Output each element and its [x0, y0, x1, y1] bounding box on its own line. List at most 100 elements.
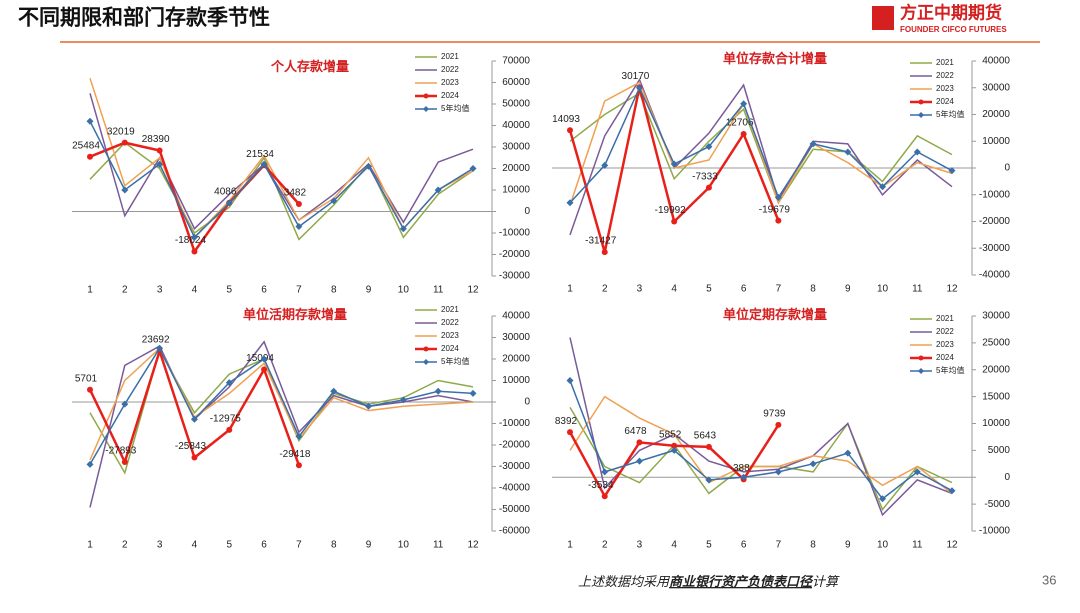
point [469, 389, 477, 397]
legend-marker [423, 359, 429, 365]
value-label: 5643 [694, 431, 717, 442]
point [775, 217, 782, 224]
point [295, 201, 302, 208]
legend-label: 2021 [936, 314, 954, 323]
x-tick-label: 12 [946, 284, 958, 295]
legend-label: 2024 [936, 353, 954, 362]
x-tick-label: 8 [331, 285, 337, 296]
point [670, 160, 678, 168]
point [295, 432, 303, 440]
page-number: 36 [1042, 572, 1056, 587]
value-label: 9739 [763, 409, 786, 420]
point [86, 117, 94, 125]
y-tick-label: -20000 [499, 440, 531, 451]
point [774, 468, 782, 476]
legend-marker [423, 346, 429, 352]
point [86, 460, 94, 468]
point [190, 233, 198, 241]
y-tick-label: -30000 [979, 243, 1011, 254]
y-tick-label: 40000 [982, 56, 1010, 67]
legend-label: 2024 [441, 344, 459, 353]
point [469, 165, 477, 172]
point [87, 153, 93, 160]
point [913, 148, 921, 156]
value-label: -12975 [210, 414, 242, 425]
x-tick-label: 9 [366, 540, 372, 551]
point [775, 421, 782, 428]
series-line [569, 81, 953, 206]
y-tick-label: 10000 [502, 375, 530, 386]
value-label: 23692 [142, 335, 170, 346]
y-tick-label: -20000 [979, 216, 1011, 227]
legend-label: 2023 [936, 340, 954, 349]
value-label: 5852 [659, 429, 682, 440]
series-line [89, 346, 474, 465]
value-label: 28390 [142, 134, 170, 145]
point [261, 366, 268, 373]
x-tick-label: 12 [946, 540, 958, 551]
point [191, 248, 198, 255]
y-tick-label: 60000 [502, 77, 530, 88]
point [948, 167, 956, 175]
point [740, 473, 748, 481]
series-line [569, 380, 953, 500]
point [601, 468, 609, 476]
y-tick-label: 10000 [982, 136, 1010, 147]
x-tick-label: 7 [296, 285, 302, 296]
y-tick-label: 40000 [502, 120, 530, 131]
point [567, 127, 573, 134]
value-label: -27893 [105, 446, 137, 457]
point [225, 379, 233, 387]
y-tick-label: -20000 [499, 249, 531, 260]
legend-label: 5年均值 [936, 109, 964, 119]
point [225, 199, 233, 207]
y-tick-label: -50000 [499, 504, 531, 515]
series-line [89, 141, 474, 241]
x-tick-label: 6 [741, 540, 747, 551]
value-label: -18624 [175, 235, 207, 246]
x-tick-label: 12 [467, 285, 479, 296]
value-label: -25843 [175, 441, 207, 452]
y-tick-label: 20000 [982, 364, 1010, 375]
x-tick-label: 4 [192, 285, 198, 296]
point [844, 148, 852, 156]
value-label: 12706 [726, 118, 754, 129]
point [601, 161, 609, 169]
point [879, 183, 887, 191]
value-label: 30170 [622, 71, 650, 82]
footnote: 上述数据均采用商业银行资产负债表口径计算 [578, 574, 840, 589]
value-label: 25484 [72, 140, 100, 151]
value-label: 8392 [555, 416, 578, 427]
value-label: 14093 [552, 114, 580, 125]
y-tick-label: 30000 [502, 142, 530, 153]
x-tick-label: 6 [741, 284, 747, 295]
y-tick-label: -30000 [499, 461, 531, 472]
point [434, 186, 442, 194]
y-tick-label: 0 [1004, 472, 1010, 483]
value-label: 4086 [214, 186, 237, 197]
legend-label: 2021 [441, 305, 459, 314]
x-tick-label: 4 [671, 540, 677, 551]
value-label: 32019 [107, 126, 135, 137]
x-tick-label: 10 [398, 540, 410, 551]
series-line [89, 93, 474, 230]
point [260, 160, 268, 168]
point [365, 162, 373, 170]
legend-label: 5年均值 [936, 365, 964, 375]
y-tick-label: -40000 [979, 270, 1011, 281]
x-tick-label: 4 [671, 284, 677, 295]
point [705, 443, 712, 450]
y-tick-label: 5000 [988, 445, 1011, 456]
legend-label: 2021 [441, 52, 459, 61]
footnote-part: 计算 [812, 574, 840, 589]
y-tick-label: 10000 [982, 418, 1010, 429]
y-tick-label: -60000 [499, 526, 531, 537]
y-tick-label: 0 [524, 206, 530, 217]
y-tick-label: 40000 [502, 311, 530, 322]
legend-marker [423, 93, 429, 99]
y-tick-label: 50000 [502, 99, 530, 110]
x-tick-label: 2 [122, 285, 128, 296]
y-tick-label: 10000 [502, 185, 530, 196]
point [601, 249, 608, 256]
